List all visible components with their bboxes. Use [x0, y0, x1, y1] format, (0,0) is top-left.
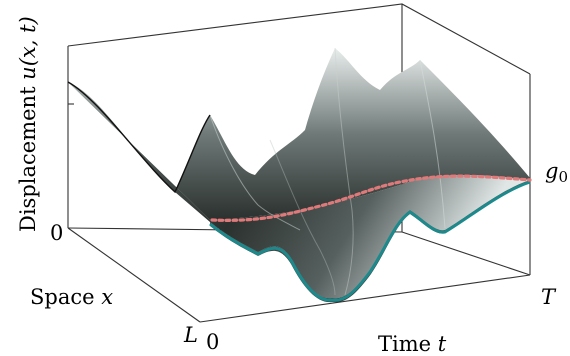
x-tick-L: L: [183, 323, 198, 347]
surface-ridge-left: [209, 114, 301, 231]
surface-ridge-right: [419, 59, 446, 229]
box-bottom-front-edge: [199, 274, 531, 323]
surface-main-region: [68, 82, 530, 299]
box-back-top: [67, 3, 531, 75]
t-tick-T: T: [541, 285, 557, 309]
g0-label-base: g: [545, 159, 558, 183]
axis-labels: Displacement u(x, t) 0 Space x L 0 Time …: [16, 16, 568, 356]
z-axis-label-word: Displacement: [16, 80, 40, 232]
surface-outline: [67, 81, 211, 194]
box-bottom-left-edge: [67, 227, 201, 323]
g0-label-sub: 0: [558, 168, 568, 186]
teal-boundary-curve: [209, 180, 531, 302]
displacement-surface: [67, 47, 530, 303]
surface-ridge-mid: [269, 139, 336, 296]
surface-back-region: [68, 48, 530, 220]
x-axis-label-math: x: [101, 285, 113, 309]
dotted-target-curve: [210, 174, 532, 222]
t-axis-label-word: Time: [378, 332, 438, 356]
z-tick-zero: 0: [50, 221, 63, 245]
t-axis-label: Time t: [378, 332, 447, 356]
x-axis-label-word: Space: [30, 285, 101, 309]
t-tick-zero: 0: [206, 330, 219, 354]
g0-label: g0: [545, 159, 568, 186]
t-axis-label-math: t: [438, 332, 447, 356]
box-back-bottom-right: [401, 231, 531, 276]
x-axis-label: Space x: [30, 285, 113, 309]
z-axis-label-math: u(x, t): [16, 16, 40, 80]
z-axis-label: Displacement u(x, t): [16, 16, 40, 232]
surface-ridge-center: [334, 47, 354, 296]
